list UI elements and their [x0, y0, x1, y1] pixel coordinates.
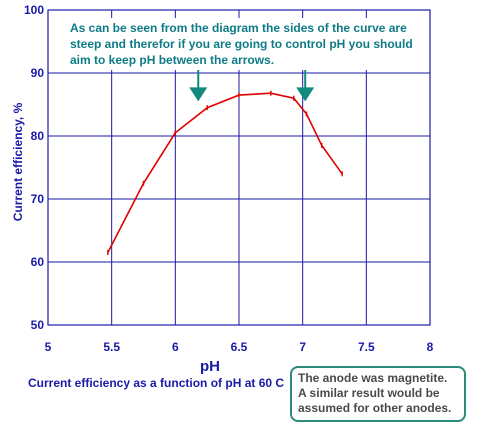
x-tick-label: 8	[427, 340, 434, 354]
x-axis-label: pH	[200, 358, 220, 375]
x-tick-label: 6	[172, 340, 179, 354]
x-tick-label: 5.5	[103, 340, 120, 354]
y-tick-label: 60	[31, 255, 45, 269]
x-tick-label: 7.5	[358, 340, 375, 354]
y-tick-label: 100	[24, 3, 44, 17]
y-tick-label: 80	[31, 129, 45, 143]
x-tick-label: 7	[299, 340, 306, 354]
series	[107, 90, 343, 256]
annotation-text: As can be seen from the diagram the side…	[66, 18, 424, 70]
arrow-icon	[189, 87, 208, 102]
y-ticks: 50 60 70 80 90 100	[24, 3, 44, 332]
arrows	[189, 69, 315, 102]
x-tick-label: 6.5	[231, 340, 248, 354]
series-line	[107, 92, 343, 253]
arrow-icon	[296, 87, 315, 102]
x-tick-label: 5	[45, 340, 52, 354]
chart-caption: Current efficiency as a function of pH a…	[28, 376, 285, 390]
note-box: The anode was magnetite. A similar resul…	[290, 366, 466, 422]
y-axis-label: Current efficiency, %	[11, 102, 25, 221]
y-tick-label: 50	[31, 318, 45, 332]
x-ticks: 5 5.5 6 6.5 7 7.5 8	[45, 340, 434, 354]
y-tick-label: 90	[31, 66, 45, 80]
y-tick-label: 70	[31, 192, 45, 206]
